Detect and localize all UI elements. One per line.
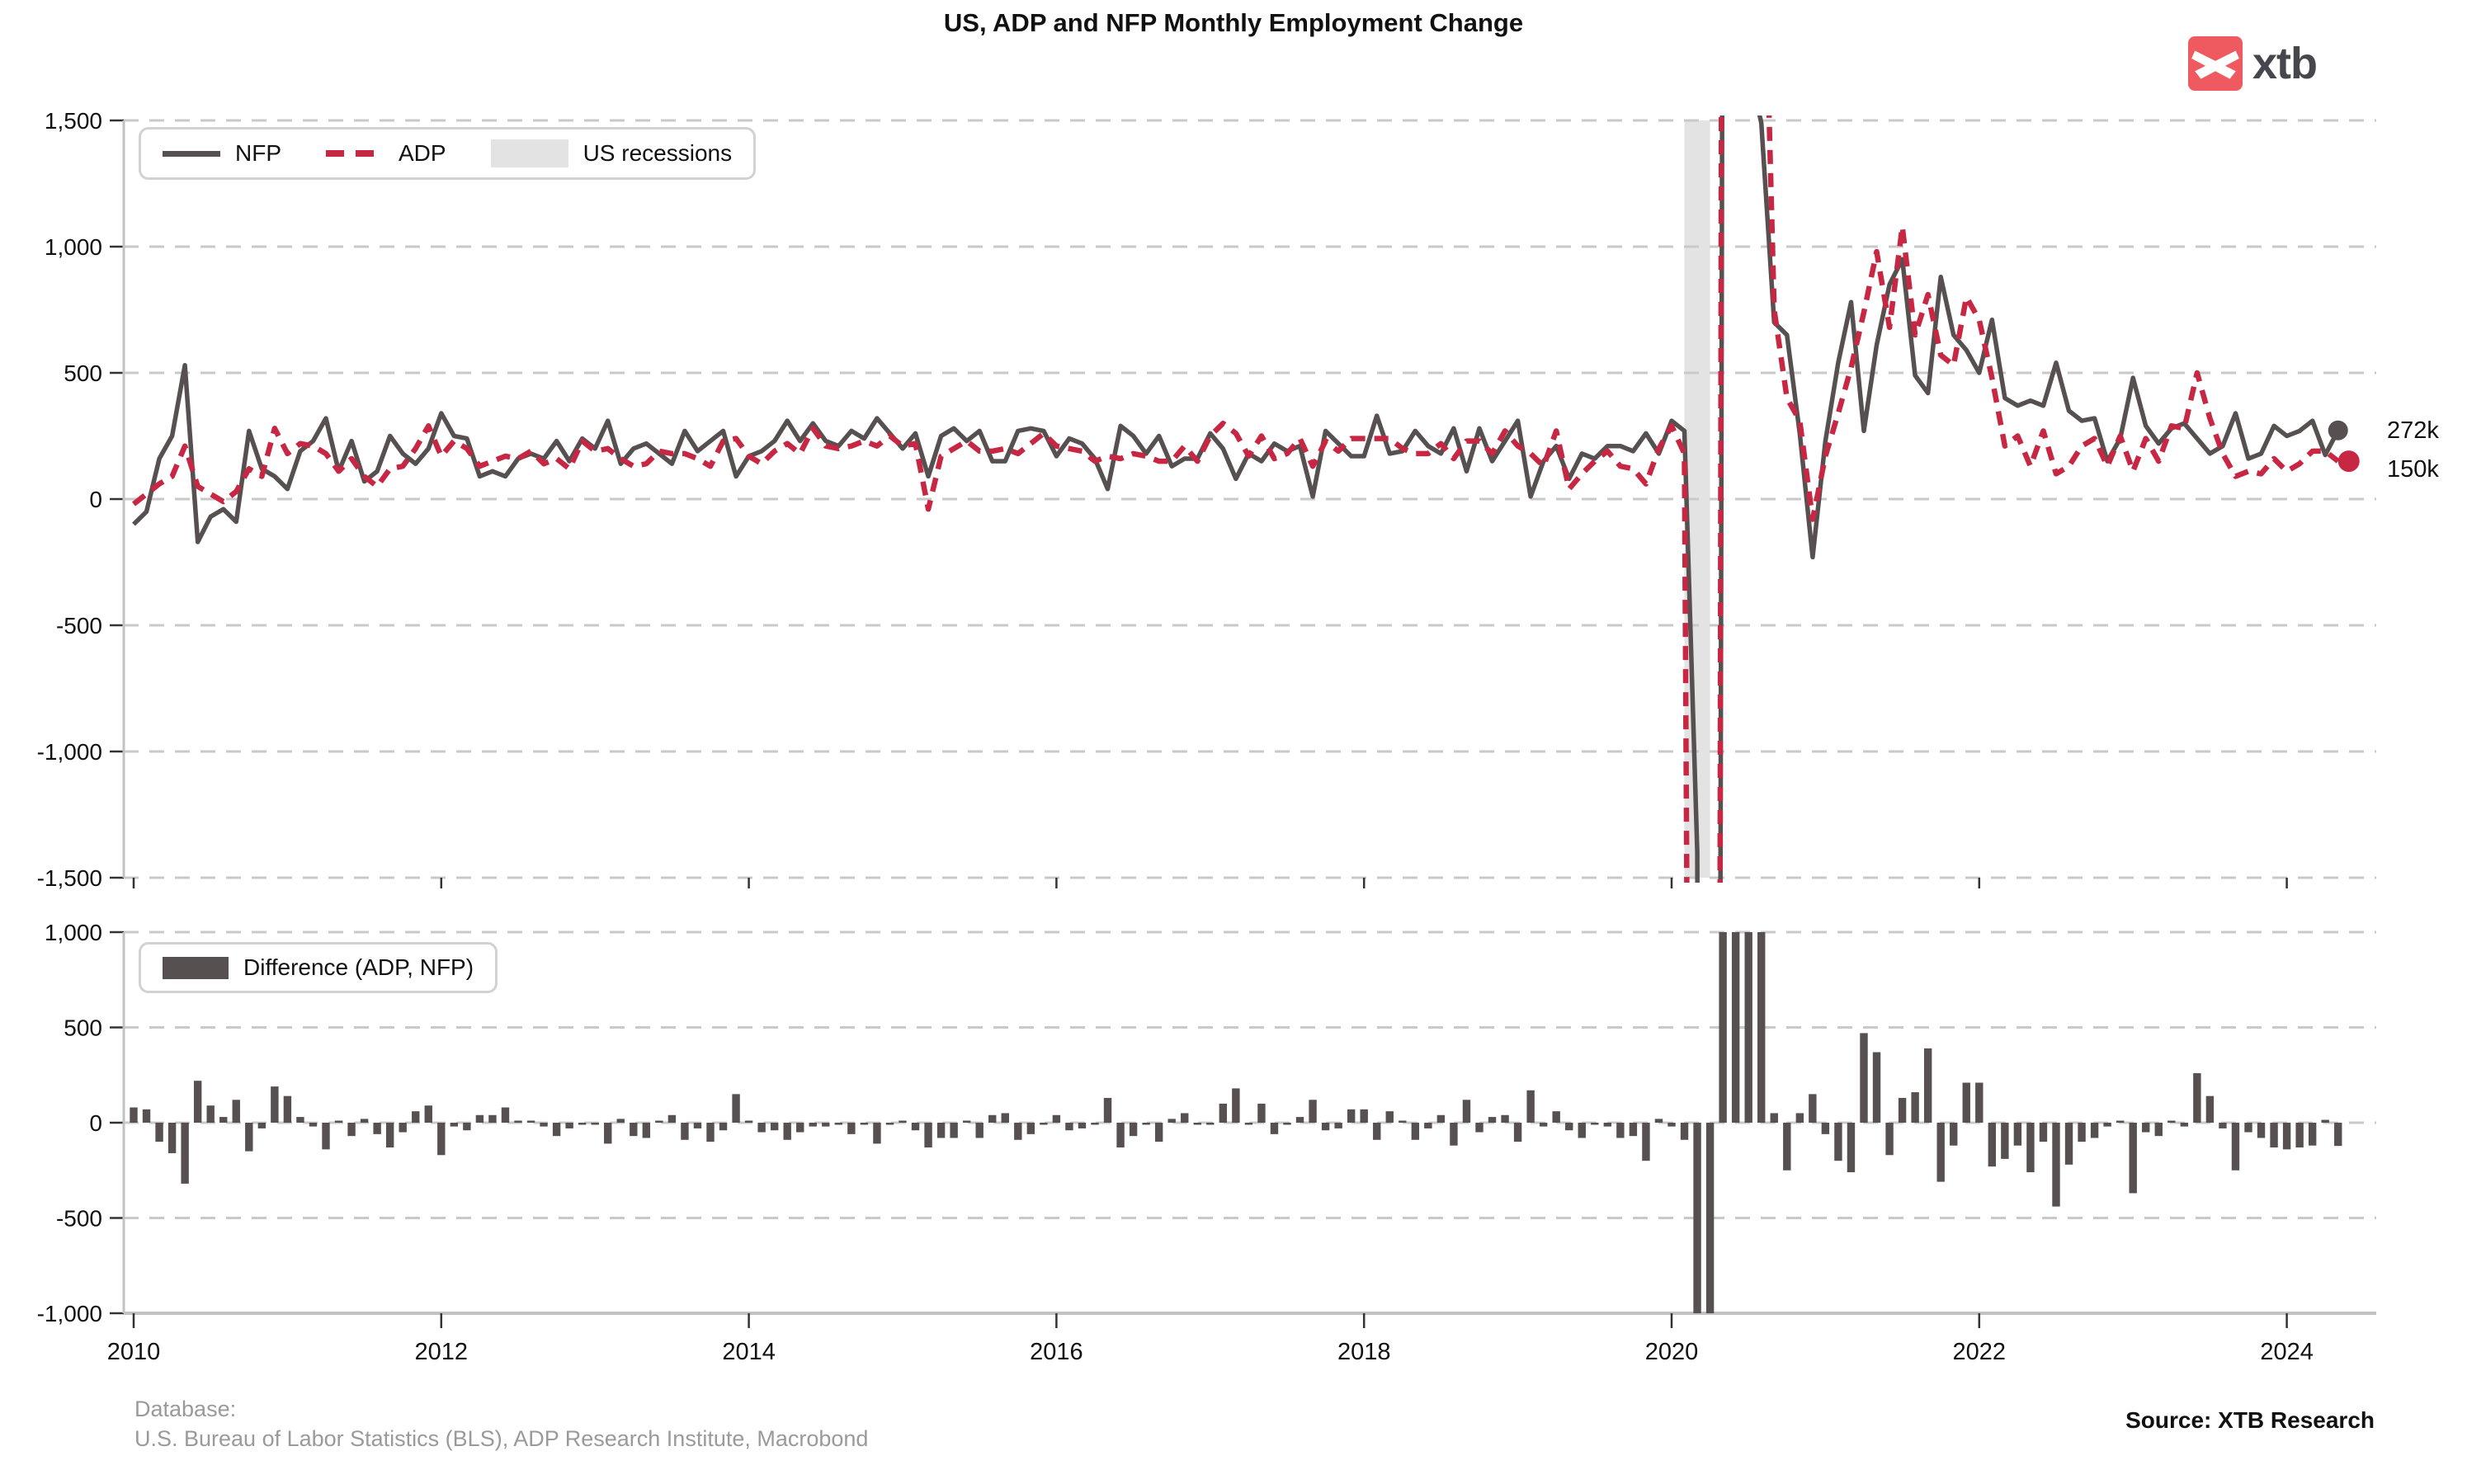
x-axis: 2010 2012 2014 2016 2018 2020 2022 2024 [107,878,2314,1365]
x-tick-label: 2016 [1030,1339,1083,1365]
nfp-end-value-label: 272k [2387,417,2439,444]
bottom-y-tick-label: -500 [56,1206,102,1232]
legend-label-recessions: US recessions [583,140,733,166]
adp-dash-swatch-icon [326,150,384,157]
top-y-tick-label: 0 [89,487,102,512]
top-y-tick-label: -500 [56,613,102,638]
x-tick-label: 2022 [1953,1339,2007,1365]
legend-label-adp: ADP [399,140,446,166]
legend-item-difference: Difference (ADP, NFP) [163,954,474,981]
xtb-logo-icon [2188,36,2243,91]
database-label: Database: [134,1397,237,1421]
top-chart-lines [131,115,2341,883]
legend-item-adp: ADP [326,140,446,167]
nfp-end-dot [2328,420,2348,440]
bottom-y-tick-label: -1,000 [37,1301,102,1326]
source-note: Source: XTB Research [2125,1407,2375,1433]
x-tick-label: 2012 [415,1339,469,1365]
top-gridlines: 1,500 1,000 500 0 -500 -1,000 -1,500 [37,108,2376,891]
x-tick-label: 2014 [722,1339,776,1365]
x-tick-label: 2010 [107,1339,161,1365]
xtb-logo: xtb [2188,36,2318,91]
difference-bars [130,932,2342,1313]
nfp-line-swatch-icon [163,150,220,157]
bottom-chart-legend: Difference (ADP, NFP) [139,942,498,993]
legend-label-difference: Difference (ADP, NFP) [243,954,474,980]
difference-bar-swatch-icon [163,956,229,979]
legend-item-recessions: US recessions [490,139,733,167]
x-tick-label: 2020 [1645,1339,1699,1365]
top-y-tick-label: 500 [64,360,102,386]
nfp-line [132,115,2341,883]
top-y-tick-label: -1,500 [37,865,102,891]
database-sources: U.S. Bureau of Labor Statistics (BLS), A… [134,1426,869,1451]
database-note: Database: U.S. Bureau of Labor Statistic… [134,1394,868,1453]
x-tick-label: 2018 [1337,1339,1391,1365]
xtb-logo-text: xtb [2252,39,2318,88]
bottom-y-tick-label: 1,000 [45,920,102,945]
bottom-y-tick-label: 0 [89,1110,102,1136]
adp-end-dot [2337,450,2360,473]
top-y-tick-label: 1,000 [45,234,102,260]
top-chart-legend: NFP ADP US recessions [139,127,757,180]
x-tick-label: 2024 [2260,1339,2314,1365]
top-y-tick-label: 1,500 [45,108,102,134]
adp-end-value-label: 150k [2387,456,2439,483]
bottom-y-tick-label: 500 [64,1015,102,1041]
page-title: US, ADP and NFP Monthly Employment Chang… [943,8,1524,37]
adp-line [131,115,2340,883]
recession-swatch-icon [490,139,568,167]
top-y-tick-label: -1,000 [37,739,102,765]
legend-item-nfp: NFP [163,140,281,167]
legend-label-nfp: NFP [235,140,281,166]
